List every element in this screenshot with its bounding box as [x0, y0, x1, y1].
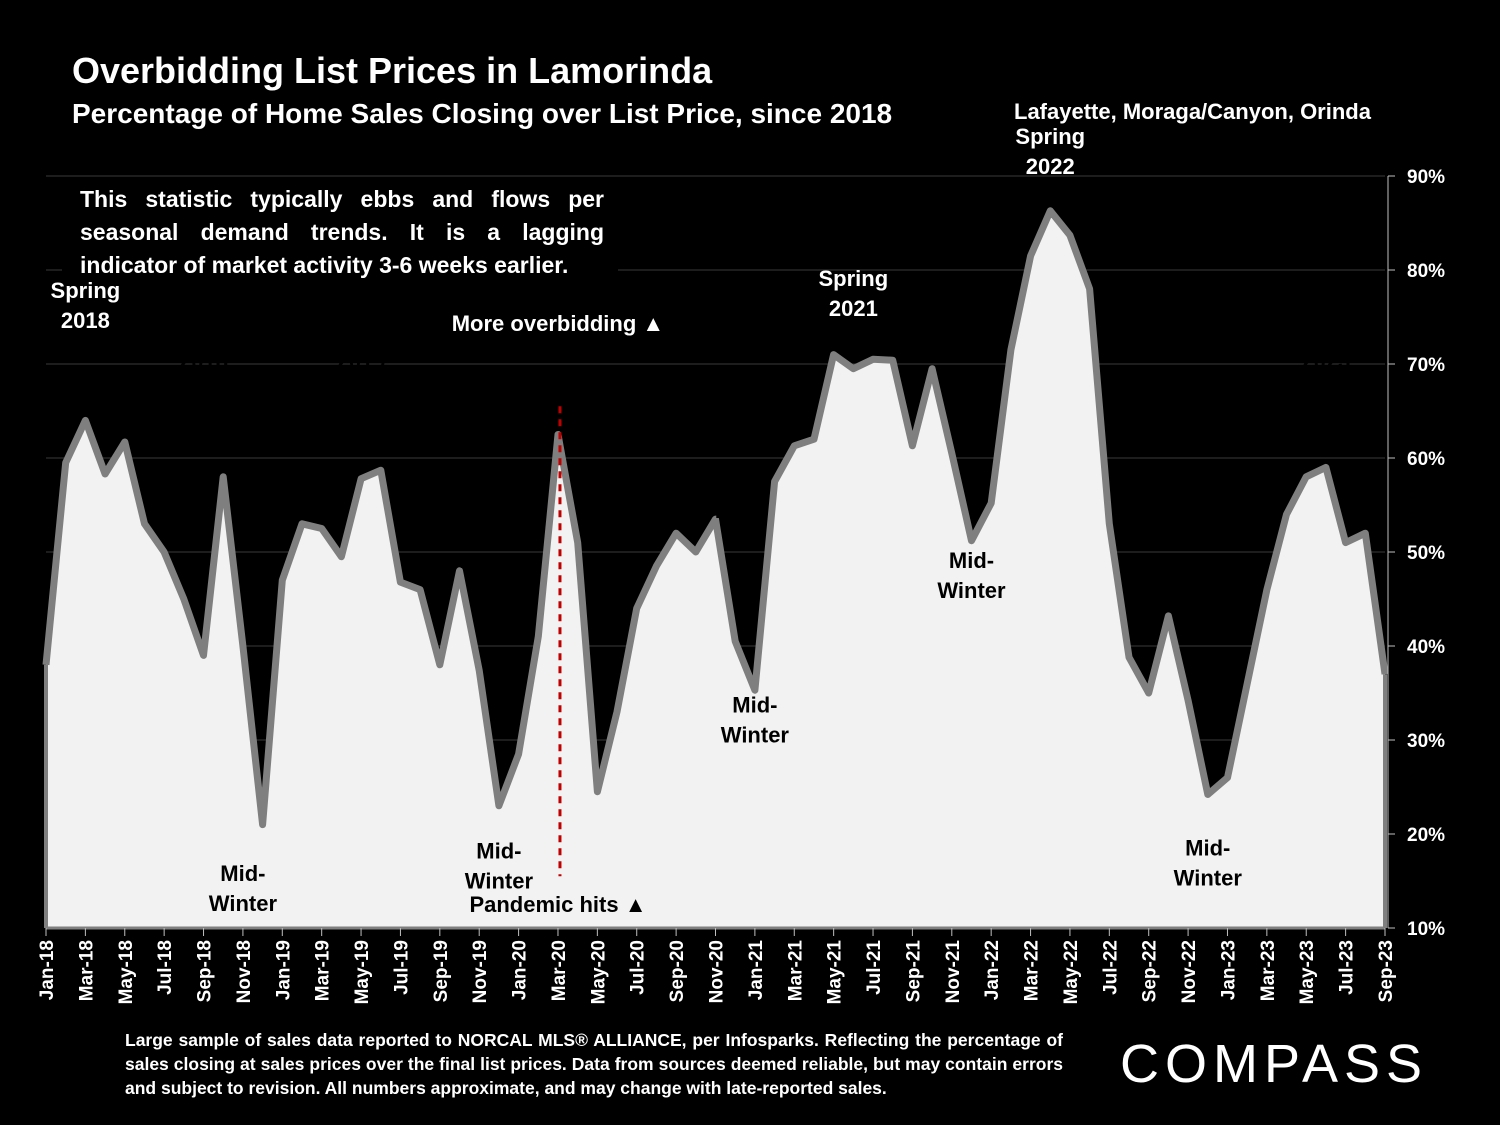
chart-annotation: Pandemic hits ▲: [469, 892, 646, 917]
chart-annotation: 2018: [61, 308, 110, 333]
y-tick-label: 90%: [1407, 167, 1445, 188]
x-tick-label: Nov-20: [707, 940, 728, 1003]
x-tick-label: May-20: [588, 940, 609, 1004]
chart-annotation: Winter: [937, 578, 1006, 603]
chart-annotation: 2021: [829, 296, 878, 321]
x-tick-label: Jan-23: [1218, 940, 1239, 1000]
y-tick-label: 10%: [1407, 919, 1445, 940]
y-tick-label: 70%: [1407, 355, 1445, 376]
chart-annotation: Mid-: [732, 693, 777, 718]
chart-annotation: Winter: [209, 891, 278, 916]
chart-annotation: Spring: [1015, 124, 1085, 149]
x-tick-label: Jul-21: [864, 940, 885, 995]
chart-annotation: Fall: [1149, 555, 1187, 580]
x-tick-label: Sep-19: [431, 940, 452, 1002]
chart-annotation: Spring: [1291, 319, 1361, 344]
x-tick-label: Jan-22: [982, 940, 1003, 1000]
x-tick-label: Sep-18: [195, 940, 216, 1002]
x-tick-label: Jul-22: [1100, 940, 1121, 995]
x-tick-label: Sep-21: [903, 940, 924, 1003]
chart-title: Overbidding List Prices in Lamorinda: [72, 50, 713, 91]
x-tick-label: Mar-23: [1258, 940, 1279, 1001]
chart-annotation: 2023: [1301, 349, 1350, 374]
chart-subtitle: Percentage of Home Sales Closing over Li…: [72, 98, 893, 129]
x-tick-label: Nov-19: [470, 940, 491, 1003]
y-tick-label: 20%: [1407, 825, 1445, 846]
chart-annotation: 2022: [1144, 585, 1193, 610]
compass-logo: COMPASS: [1120, 1034, 1428, 1094]
y-tick-label: 80%: [1407, 261, 1445, 282]
chart-annotation: Mid-: [220, 861, 265, 886]
y-tick-label: 30%: [1407, 731, 1445, 752]
chart-annotation: More overbidding ▲: [452, 311, 664, 336]
chart-annotation: Fall: [441, 518, 479, 543]
x-tick-label: May-18: [116, 940, 137, 1004]
chart-area-fill: [46, 210, 1385, 929]
chart-series-line: [42, 207, 1389, 829]
chart-annotation: 2022: [1026, 154, 1075, 179]
x-tick-label: Sep-20: [667, 940, 688, 1002]
chart-annotation: Spring: [326, 319, 396, 344]
x-tick-label: Mar-20: [549, 940, 570, 1001]
y-tick-label: 60%: [1407, 449, 1445, 470]
x-tick-label: May-21: [825, 940, 846, 1005]
x-tick-label: May-23: [1297, 940, 1318, 1004]
chart-annotation: Fall: [185, 319, 223, 344]
chart-annotation: Winter: [465, 868, 534, 893]
chart-annotation: 2018: [179, 349, 228, 374]
y-tick-label: 40%: [1407, 637, 1445, 658]
chart-annotation: 2020: [691, 498, 740, 523]
chart-annotation: Mid-: [949, 548, 994, 573]
x-tick-label: Jan-19: [273, 940, 294, 1000]
chart-annotation: Winter: [721, 723, 790, 748]
x-tick-label: May-19: [352, 940, 373, 1004]
x-tick-label: Nov-22: [1179, 940, 1200, 1003]
x-tick-label: Jul-19: [391, 940, 412, 995]
note-box: [62, 178, 618, 273]
x-tick-label: Mar-19: [313, 940, 334, 1001]
x-tick-label: Jul-23: [1337, 940, 1358, 995]
x-tick-label: Mar-18: [76, 940, 97, 1001]
chart-annotation: Winter: [1174, 866, 1243, 891]
x-tick-label: Mar-22: [1022, 940, 1043, 1001]
x-tick-label: Jan-20: [510, 940, 531, 1000]
x-tick-label: Sep-22: [1140, 940, 1161, 1002]
x-tick-label: Jan-18: [37, 940, 58, 1000]
chart-annotations: Spring 2018 Fall 2018 Mid- Winter Spring 2019 Fa…: [51, 124, 1361, 917]
x-tick-label: May-22: [1061, 940, 1082, 1004]
x-tick-label: Nov-18: [234, 940, 255, 1003]
x-tick-label: Jan-21: [746, 940, 767, 1001]
footnote: Large sample of sales data reported to N…: [125, 1030, 1063, 1098]
x-axis-ticks: Jan-18 Mar-18 May-18 Jul-18 Sep-18 Nov-18 Jan-…: [37, 928, 1397, 1004]
chart-annotation: Mid-: [476, 838, 521, 863]
explanatory-note: This statistic typically ebbs and flows …: [80, 186, 604, 278]
chart-annotation: Spring: [51, 278, 121, 303]
chart-annotation: Fall: [697, 468, 735, 493]
x-tick-label: Jul-18: [155, 940, 176, 995]
chart-annotation: 2019: [435, 548, 484, 573]
chart-annotation: Mid-: [1185, 836, 1230, 861]
x-tick-label: Sep-23: [1376, 940, 1397, 1002]
chart-annotation: Spring: [819, 266, 889, 291]
x-tick-label: Nov-21: [943, 940, 964, 1004]
chart-annotation: 2019: [337, 349, 386, 374]
region-label: Lafayette, Moraga/Canyon, Orinda: [1014, 99, 1371, 124]
x-tick-label: Mar-21: [785, 940, 806, 1002]
x-tick-label: Jul-20: [628, 940, 649, 995]
compass-logo-text: COMPASS: [1120, 1034, 1428, 1094]
y-tick-label: 50%: [1407, 543, 1445, 564]
y-axis-ticks: 10% 20% 30% 40% 50% 60% 70% 80% 90%: [1388, 167, 1445, 940]
